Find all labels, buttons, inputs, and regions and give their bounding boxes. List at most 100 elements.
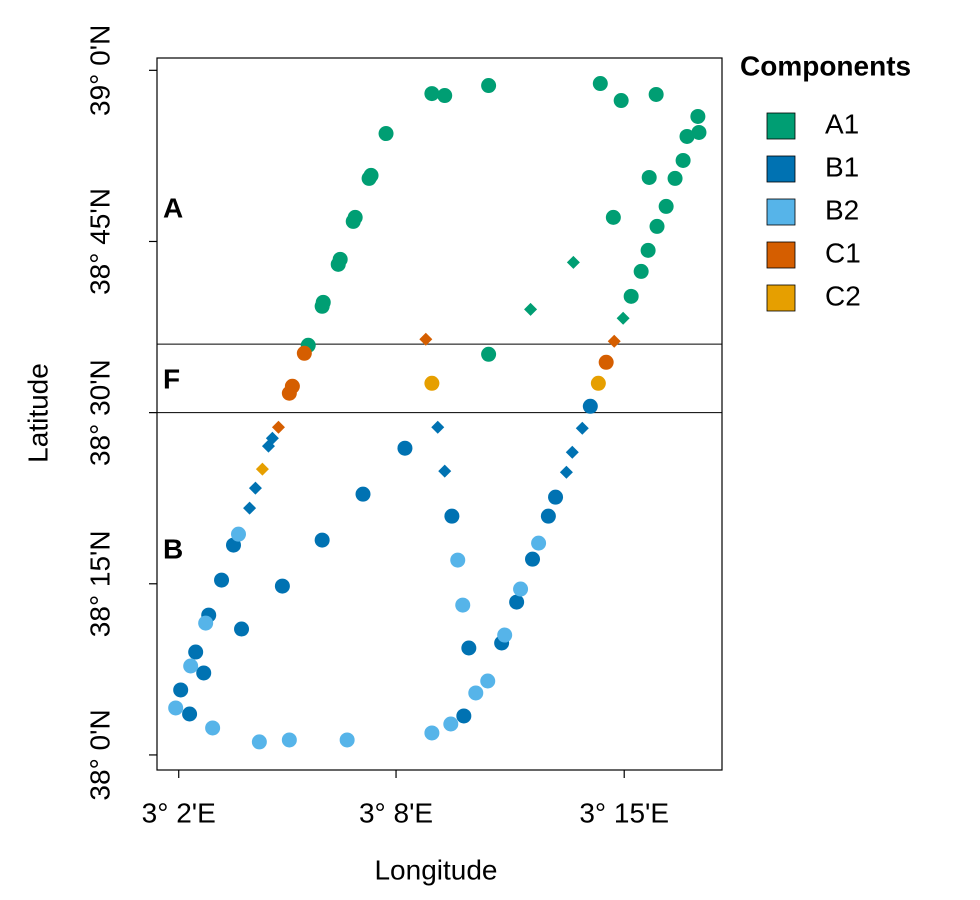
x-tick-label: 3° 15'E: [579, 797, 669, 828]
legend-label: A1: [825, 108, 859, 139]
point: [455, 597, 471, 613]
y-tick-label: 38° 30'N: [84, 359, 115, 466]
point-diamond: [419, 332, 433, 346]
point: [168, 700, 184, 716]
point: [513, 581, 529, 597]
point: [444, 508, 460, 524]
point: [274, 578, 290, 594]
legend-label: C2: [825, 280, 861, 311]
point-diamond: [559, 465, 573, 479]
point-diamond: [261, 439, 275, 453]
point: [188, 644, 204, 660]
point: [525, 551, 541, 567]
point: [548, 489, 564, 505]
point: [339, 732, 355, 748]
point: [281, 732, 297, 748]
point: [424, 375, 440, 391]
point: [481, 78, 497, 94]
point: [437, 88, 453, 104]
point: [592, 76, 608, 92]
x-tick-label: 3° 8'E: [359, 797, 433, 828]
point: [468, 685, 484, 701]
point-diamond: [255, 462, 269, 476]
plot-frame: [156, 57, 723, 771]
point: [649, 218, 665, 234]
point: [281, 385, 297, 401]
point-diamond: [566, 255, 580, 269]
point: [690, 108, 706, 124]
point-diamond: [565, 445, 579, 459]
y-tick-label: 39° 0'N: [84, 25, 115, 116]
point: [480, 673, 496, 689]
point: [540, 508, 556, 524]
point: [633, 263, 649, 279]
point: [456, 708, 472, 724]
point: [345, 213, 361, 229]
point: [641, 169, 657, 185]
legend-swatch: [766, 284, 796, 312]
point: [330, 256, 346, 272]
point: [461, 640, 477, 656]
point-diamond: [607, 334, 621, 348]
point: [623, 288, 639, 304]
region-label: F: [163, 363, 180, 394]
point: [598, 354, 614, 370]
point: [355, 486, 371, 502]
legend-swatch: [766, 112, 796, 140]
legend-label: B1: [825, 151, 859, 182]
point: [183, 658, 199, 674]
legend-title: Components: [740, 50, 911, 81]
point: [691, 124, 707, 140]
point-diamond: [243, 501, 257, 515]
point: [640, 242, 656, 258]
point: [182, 706, 198, 722]
point: [234, 621, 250, 637]
point-diamond: [524, 302, 538, 316]
legend-label: B2: [825, 194, 859, 225]
region-label: A: [163, 192, 183, 223]
point: [314, 298, 330, 314]
point: [481, 346, 497, 362]
point: [173, 682, 189, 698]
point: [361, 170, 377, 186]
point: [424, 86, 440, 102]
point-diamond: [271, 420, 285, 434]
point: [296, 345, 312, 361]
y-axis-title: Latitude: [22, 363, 53, 463]
point: [378, 126, 394, 142]
point: [251, 734, 267, 750]
point: [214, 572, 230, 588]
point: [667, 170, 683, 186]
point: [397, 440, 413, 456]
point: [675, 152, 691, 168]
point: [198, 615, 214, 631]
legend-label: C1: [825, 237, 861, 268]
y-tick-label: 38° 45'N: [84, 188, 115, 295]
point: [314, 532, 330, 548]
point: [497, 627, 513, 643]
legend-swatch: [766, 155, 796, 183]
y-tick-label: 38° 15'N: [84, 530, 115, 637]
point: [196, 665, 212, 681]
point-diamond: [431, 420, 445, 434]
point: [658, 198, 674, 214]
point: [679, 128, 695, 144]
point: [531, 535, 547, 551]
point: [582, 398, 598, 414]
point: [509, 594, 525, 610]
point-diamond: [438, 464, 452, 478]
region-label: B: [163, 533, 183, 564]
point-diamond: [248, 481, 262, 495]
point: [613, 93, 629, 109]
x-tick-label: 3° 2'E: [142, 797, 216, 828]
point: [605, 209, 621, 225]
x-axis-title: Longitude: [374, 854, 497, 885]
y-tick-label: 38° 0'N: [84, 709, 115, 800]
point: [230, 526, 246, 542]
point-diamond: [575, 421, 589, 435]
point-diamond: [616, 311, 630, 325]
legend-swatch: [766, 241, 796, 269]
point: [205, 720, 221, 736]
